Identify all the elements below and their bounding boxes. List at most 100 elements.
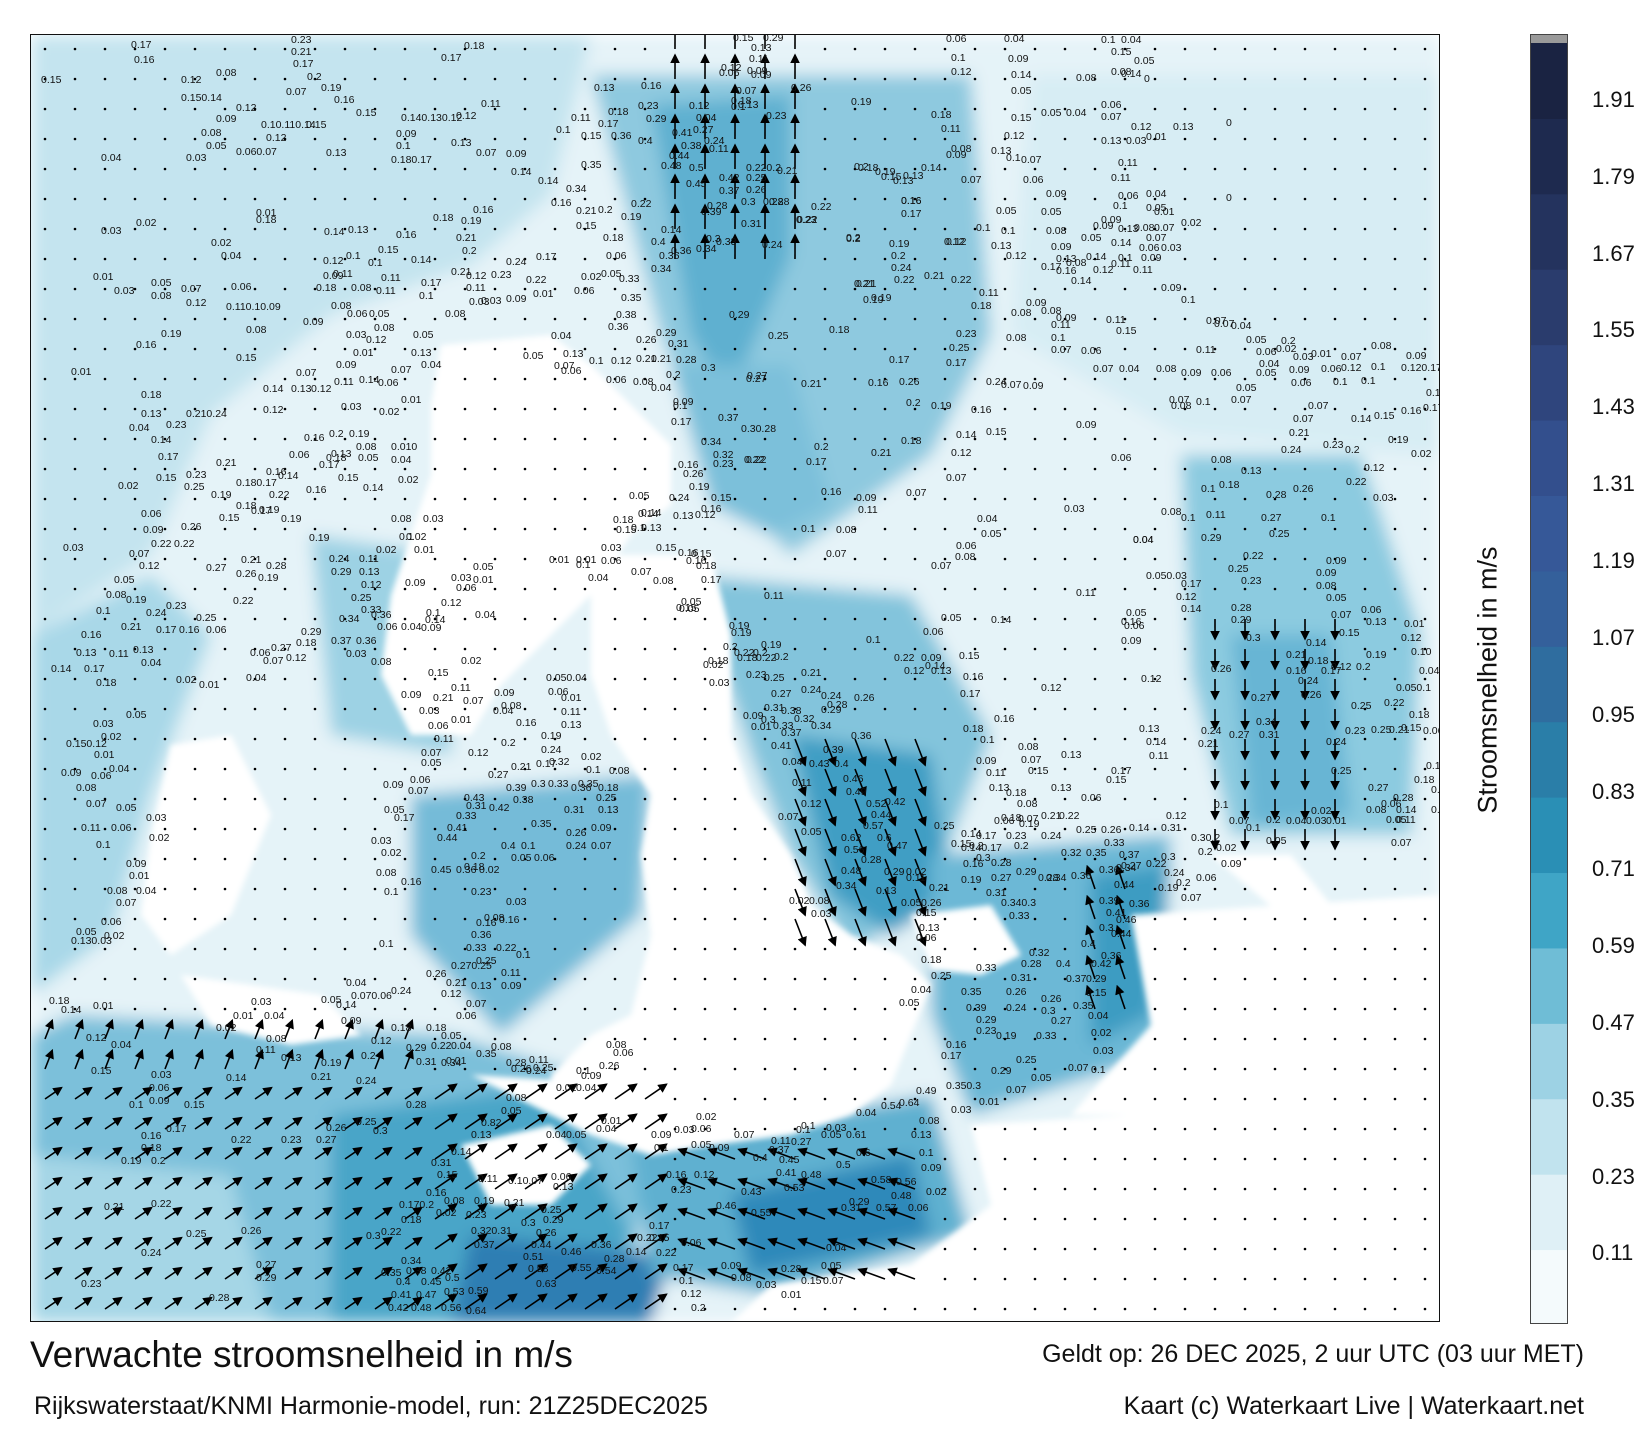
vector-dot — [1153, 1187, 1157, 1191]
vector-dot — [103, 407, 107, 411]
vector-dot — [913, 1037, 917, 1041]
vector-arrow — [164, 1296, 183, 1310]
speed-label: 0.26 — [1293, 483, 1314, 495]
vector-arrow — [164, 1116, 183, 1130]
speed-label: 0.05 — [421, 757, 442, 769]
speed-label: 0.08 — [606, 1039, 627, 1051]
speed-label: 0.02 — [211, 237, 232, 249]
vector-dot — [193, 917, 197, 921]
vector-dot — [1393, 377, 1397, 381]
vector-dot — [283, 917, 287, 921]
vector-dot — [313, 647, 317, 651]
vector-dot — [1393, 407, 1397, 411]
vector-dot — [223, 407, 227, 411]
speed-label: 0.26 — [241, 1225, 262, 1237]
vector-dot — [1363, 107, 1367, 111]
vector-dot — [253, 737, 257, 741]
vector-dot — [223, 647, 227, 651]
speed-label: 0.07 — [961, 174, 982, 186]
vector-dot — [463, 857, 467, 861]
vector-dot — [553, 137, 557, 141]
speed-label: 0.42 — [489, 802, 510, 814]
speed-label: 0.08 — [1066, 257, 1087, 269]
vector-dot — [1183, 1097, 1187, 1101]
vector-dot — [1273, 287, 1277, 291]
vector-dot — [883, 437, 887, 441]
speed-label: 0.26 — [1006, 986, 1027, 998]
vector-dot — [1243, 1127, 1247, 1131]
vector-dot — [1363, 917, 1367, 921]
speed-label: 0.11 — [1118, 157, 1138, 169]
vector-dot — [733, 617, 737, 621]
vector-dot — [1063, 557, 1067, 561]
speed-label: 0.06 — [141, 508, 162, 520]
vector-dot — [523, 227, 527, 231]
vector-arrow — [464, 1293, 488, 1310]
speed-label: 0.22 — [1243, 550, 1264, 562]
vector-dot — [853, 167, 857, 171]
vector-dot — [1393, 1067, 1397, 1071]
vector-dot — [1273, 557, 1277, 561]
speed-label: 0.11 — [1111, 258, 1131, 270]
map-canvas: 0.170.160.120.080.150.150.140.120.09 0.10… — [31, 35, 1439, 1321]
vector-dot — [73, 167, 77, 171]
speed-label: 0.29 — [1231, 614, 1252, 626]
speed-label: 0.2 — [329, 428, 344, 440]
speed-label: 0.11 — [764, 590, 784, 602]
vector-dot — [163, 77, 167, 81]
vector-dot — [163, 437, 167, 441]
speed-label: 0.23 — [956, 328, 977, 340]
speed-label: 0.2 — [814, 441, 829, 453]
speed-label: 0.03 — [709, 677, 730, 689]
vector-dot — [973, 947, 977, 951]
vector-dot — [1273, 1307, 1277, 1311]
vector-dot — [1003, 1127, 1007, 1131]
vector-dot — [1273, 977, 1277, 981]
vector-dot — [1333, 497, 1337, 501]
vector-dot — [943, 827, 947, 831]
vector-arrow — [284, 1176, 303, 1190]
vector-dot — [1183, 887, 1187, 891]
vector-dot — [313, 977, 317, 981]
vector-dot — [1423, 227, 1427, 231]
speed-label: 0.19 — [121, 1155, 142, 1167]
speed-label: 0.2 — [906, 397, 921, 409]
speed-label: 0.3 — [701, 362, 716, 374]
vector-dot — [703, 677, 707, 681]
vector-dot — [433, 407, 437, 411]
vector-dot — [913, 497, 917, 501]
vector-dot — [1153, 857, 1157, 861]
vector-arrow — [644, 1083, 668, 1100]
vector-dot — [853, 527, 857, 531]
vector-arrow — [854, 798, 867, 827]
speed-label: 0.05 — [501, 1105, 522, 1117]
speed-label: 0.14 — [226, 1072, 247, 1084]
speed-label: 0.1 — [521, 840, 536, 852]
vector-dot — [1303, 1187, 1307, 1191]
speed-label: 0.3 — [373, 1125, 388, 1137]
speed-label: 0.12 — [468, 747, 489, 759]
speed-label: 0.19 — [1158, 882, 1179, 894]
vector-dot — [163, 857, 167, 861]
speed-label: 0.39 — [1099, 895, 1120, 907]
vector-dot — [523, 617, 527, 621]
speed-label: 0.18 — [1219, 479, 1240, 491]
vector-dot — [43, 917, 47, 921]
vector-arrow — [404, 1296, 423, 1310]
vector-dot — [73, 77, 77, 81]
vector-arrow — [194, 1206, 213, 1220]
vector-dot — [913, 377, 917, 381]
speed-label: 0.19 — [461, 215, 482, 227]
vector-dot — [553, 617, 557, 621]
vector-dot — [1153, 317, 1157, 321]
colorbar-tick-label: 1.55 — [1592, 317, 1635, 343]
vector-dot — [373, 257, 377, 261]
speed-label: 0.05 — [206, 140, 227, 152]
vector-arrow — [584, 1293, 608, 1310]
vector-dot — [943, 1097, 947, 1101]
vector-dot — [133, 557, 137, 561]
speed-label: 0.03 — [346, 648, 367, 660]
vector-arrow — [254, 1206, 273, 1220]
vector-dot — [973, 377, 977, 381]
vector-dot — [673, 827, 677, 831]
